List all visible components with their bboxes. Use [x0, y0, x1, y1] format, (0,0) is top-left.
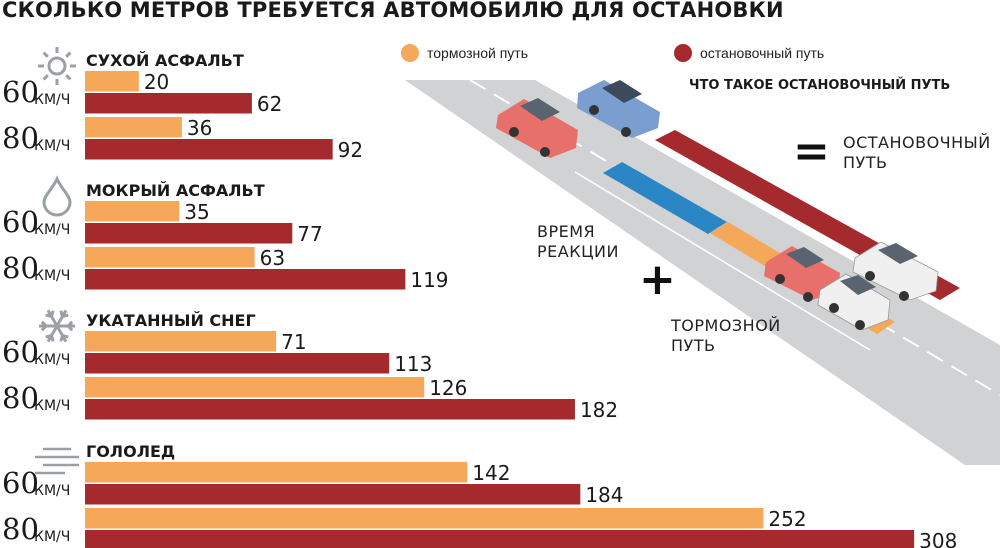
- page-title: СКОЛЬКО МЕТРОВ ТРЕБУЕТСЯ АВТОМОБИЛЮ ДЛЯ …: [2, 0, 784, 22]
- stopping-bar: [85, 269, 406, 290]
- speed-unit: КМ/Ч: [34, 92, 70, 108]
- braking-label-line2: ПУТЬ: [671, 336, 716, 355]
- stopping-bar: [85, 93, 252, 114]
- stopping-bar: [85, 484, 581, 505]
- reaction-time-label: ВРЕМЯ РЕАКЦИИ: [537, 222, 619, 262]
- stopping-bar: [85, 399, 575, 420]
- stopping-swatch: [674, 44, 692, 62]
- reaction-label-line2: РЕАКЦИИ: [537, 242, 619, 261]
- plus-sign: +: [639, 254, 676, 305]
- legend-braking-label: тормозной путь: [427, 45, 529, 61]
- speed-value: 60: [2, 75, 39, 109]
- speed-unit: КМ/Ч: [34, 222, 70, 238]
- speed-unit: КМ/Ч: [34, 352, 70, 368]
- speed-value: 80: [2, 251, 39, 285]
- speed-unit: КМ/Ч: [34, 483, 70, 499]
- condition-label: МОКРЫЙ АСФАЛЬТ: [86, 181, 265, 200]
- speed-unit: КМ/Ч: [34, 138, 70, 154]
- braking-value-label: 35: [184, 200, 209, 224]
- speed-unit: КМ/Ч: [34, 268, 70, 284]
- braking-value-label: 126: [429, 376, 467, 400]
- braking-bar: [85, 508, 764, 529]
- speed-value: 80: [2, 381, 39, 415]
- braking-bar: [85, 377, 425, 398]
- stopping-bar: [85, 530, 915, 548]
- speed-value: 60: [2, 466, 39, 500]
- stopping-label-line2: ПУТЬ: [843, 153, 888, 172]
- braking-value-label: 36: [187, 116, 212, 140]
- speed-unit: КМ/Ч: [34, 398, 70, 414]
- stopping-bar: [85, 353, 390, 374]
- stopping-value-label: 119: [410, 268, 448, 292]
- stopping-value-label: 308: [919, 529, 957, 548]
- braking-value-label: 63: [260, 246, 285, 270]
- stopping-value-label: 182: [580, 398, 618, 422]
- stopping-value-label: 77: [297, 222, 322, 246]
- braking-swatch: [401, 44, 419, 62]
- condition-label: УКАТАННЫЙ СНЕГ: [86, 311, 256, 330]
- stopping-distance-label: ОСТАНОВОЧНЫЙ ПУТЬ: [843, 133, 1000, 173]
- stopping-bar: [85, 139, 333, 160]
- braking-bar: [85, 71, 139, 92]
- condition-label: ГОЛОЛЕД: [86, 442, 175, 461]
- legend-braking: тормозной путь: [401, 44, 528, 62]
- legend-stopping-label: остановочный путь: [700, 45, 825, 61]
- raindrop-icon: [42, 175, 72, 217]
- stopping-value-label: 184: [585, 483, 623, 507]
- braking-value-label: 142: [472, 461, 510, 485]
- speed-value: 60: [2, 205, 39, 239]
- stopping-label-line1: ОСТАНОВОЧНЫЙ: [843, 133, 991, 152]
- diagram-title: ЧТО ТАКОЕ ОСТАНОВОЧНЫЙ ПУТЬ: [689, 78, 951, 93]
- stopping-value-label: 92: [338, 138, 363, 162]
- speed-value: 60: [2, 335, 39, 369]
- speed-value: 80: [2, 121, 39, 155]
- speed-value: 80: [2, 512, 39, 546]
- sun-icon: [38, 47, 76, 85]
- braking-value-label: 252: [768, 507, 806, 531]
- braking-value-label: 71: [281, 330, 306, 354]
- braking-value-label: 20: [144, 70, 169, 94]
- reaction-label-line1: ВРЕМЯ: [537, 222, 596, 241]
- braking-bar: [85, 462, 468, 483]
- condition-label: СУХОЙ АСФАЛЬТ: [86, 51, 244, 70]
- stopping-bar: [85, 223, 293, 244]
- speed-unit: КМ/Ч: [34, 529, 70, 545]
- ice-icon: [35, 447, 79, 475]
- braking-bar: [85, 331, 277, 352]
- stopping-value-label: 113: [394, 352, 432, 376]
- equals-sign: =: [793, 126, 830, 177]
- braking-label-line1: ТОРМОЗНОЙ: [671, 316, 781, 335]
- braking-bar: [85, 247, 255, 268]
- snowflake-icon: [39, 309, 75, 343]
- stopping-value-label: 62: [257, 92, 282, 116]
- braking-bar: [85, 201, 180, 222]
- braking-distance-label: ТОРМОЗНОЙ ПУТЬ: [671, 316, 781, 356]
- legend-stopping: остановочный путь: [674, 44, 824, 62]
- braking-bar: [85, 117, 182, 138]
